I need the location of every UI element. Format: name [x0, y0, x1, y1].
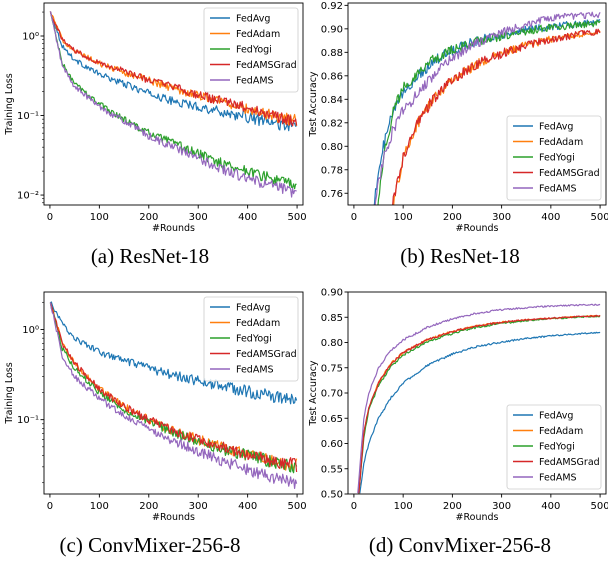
x-axis-label: #Rounds — [152, 223, 195, 234]
legend-label-fedyogi: FedYogi — [236, 45, 272, 56]
legend: FedAvg FedAdam FedYogi FedAMSGrad FedAMS — [203, 7, 299, 93]
legend-label-fedams: FedAMS — [236, 76, 274, 87]
legend-label-fedadam: FedAdam — [236, 29, 280, 40]
x-tick-label: 200 — [139, 212, 158, 223]
series-group — [49, 11, 298, 198]
series-line-fedavg — [49, 11, 297, 132]
legend-box — [203, 7, 299, 93]
caption-d: (d) ConvMixer-256-8 — [368, 533, 552, 557]
y-axis-label: Training Loss — [4, 73, 15, 135]
series-line-fedamsgrad — [49, 11, 298, 127]
x-tick-label: 100 — [90, 212, 109, 223]
y-tick-label: 10⁻² — [17, 191, 39, 202]
x-tick-label: 400 — [238, 212, 257, 223]
y-tick-label: 10⁰ — [22, 32, 39, 43]
x-tick-label: 0 — [47, 212, 53, 223]
caption-a: (a) ResNet-18 — [90, 244, 210, 268]
legend-label-fedamsgrad: FedAMSGrad — [236, 60, 297, 71]
caption-b: (b) ResNet-18 — [400, 244, 520, 268]
series-line-fedams — [49, 11, 297, 198]
x-tick-label: 500 — [288, 212, 307, 223]
y-tick-label: 10⁻¹ — [17, 111, 39, 122]
series-line-fedyogi — [49, 11, 297, 190]
x-tick-label: 300 — [189, 212, 208, 223]
plot-frame — [43, 2, 304, 206]
caption-c: (c) ConvMixer-256-8 — [59, 533, 241, 557]
legend-label-fedavg: FedAvg — [236, 14, 270, 25]
